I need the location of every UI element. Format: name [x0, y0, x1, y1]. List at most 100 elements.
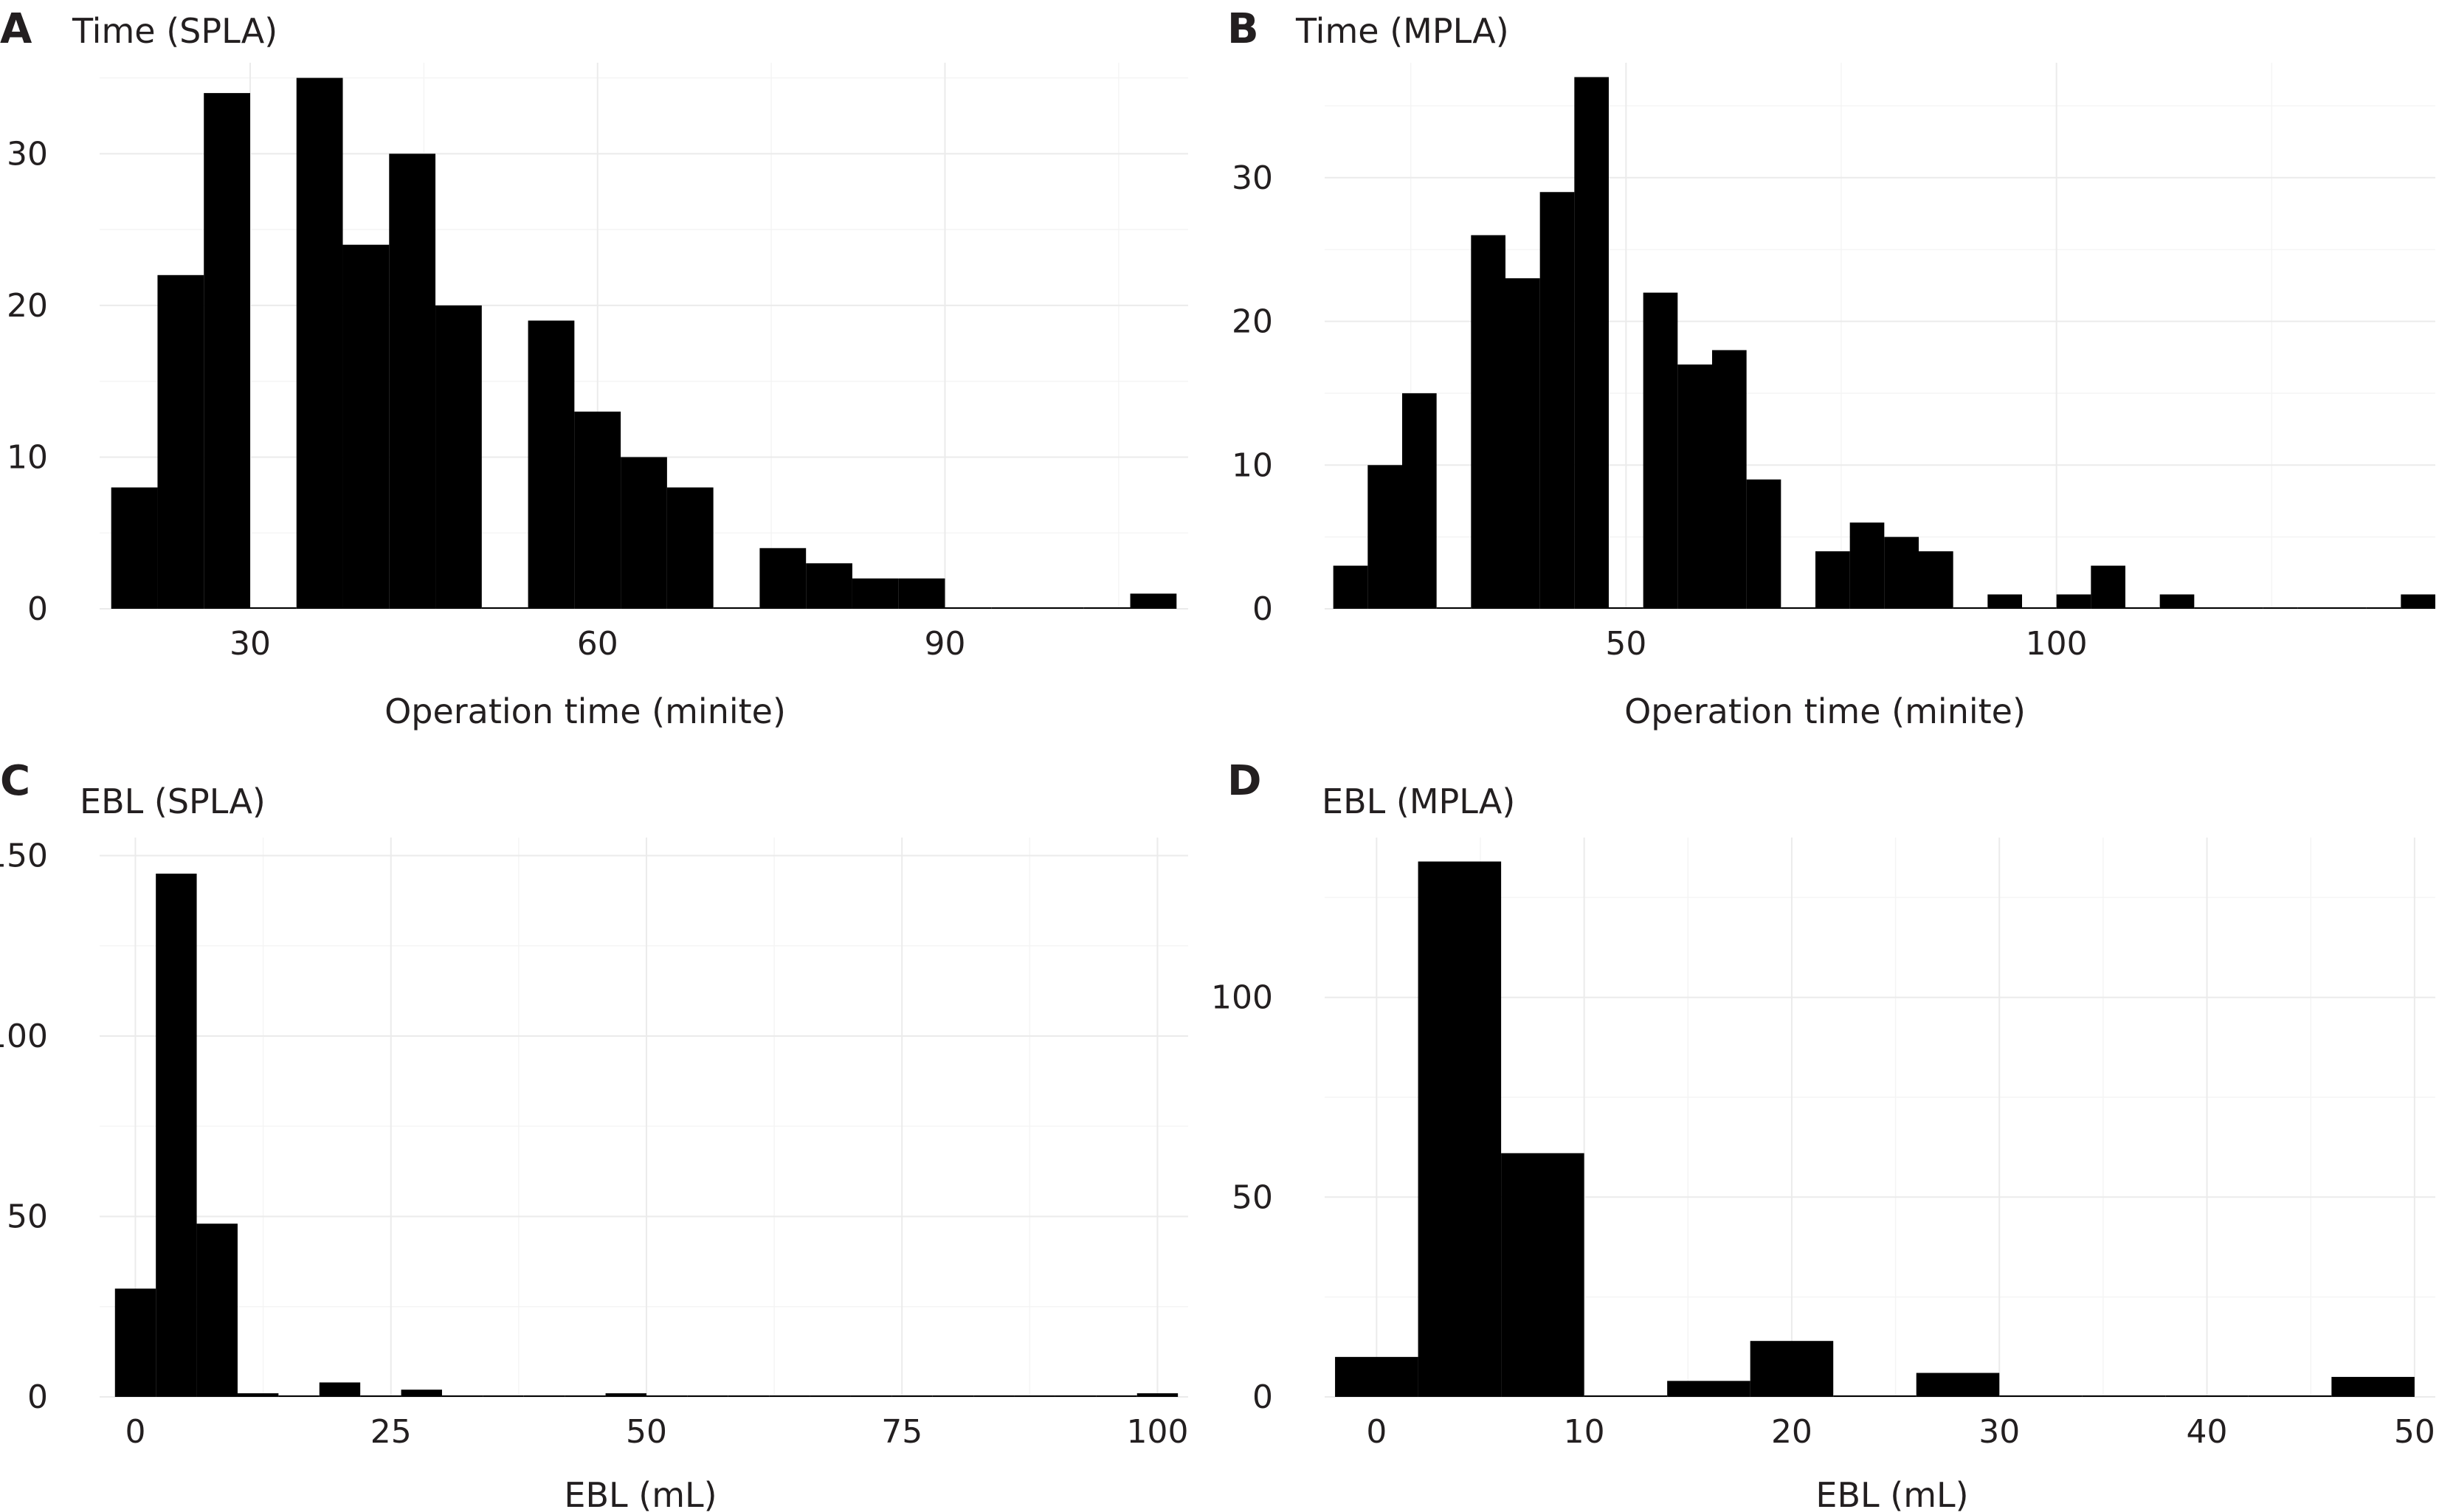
x-axis-title: Operation time (minite) — [1624, 691, 2026, 731]
histogram-bar — [1574, 77, 1609, 609]
histogram-bar — [1884, 536, 1919, 609]
histogram-bar — [319, 1382, 361, 1397]
histogram-bar-empty — [523, 1395, 565, 1397]
x-axis-title: EBL (mL) — [1815, 1475, 1968, 1512]
histogram-bar — [1539, 192, 1575, 609]
histogram-bar — [1643, 292, 1678, 609]
y-tick-label: 150 — [0, 837, 48, 874]
histogram-bar — [806, 563, 852, 609]
x-tick-label: 90 — [924, 625, 965, 663]
histogram-bar — [435, 305, 482, 609]
histogram-bar-empty — [2248, 1395, 2332, 1397]
histogram-bar-empty — [2194, 607, 2229, 609]
histogram-bar-empty — [945, 607, 992, 609]
y-tick-label: 30 — [1232, 159, 1273, 197]
histogram-bar-empty — [1014, 1395, 1055, 1397]
y-tick-label: 50 — [7, 1198, 48, 1235]
histogram-bar — [196, 1223, 238, 1397]
histogram-bar — [1335, 1356, 1418, 1397]
ticks-layer: 50 100 0 10 20 30 — [1232, 159, 2088, 663]
histogram-bar-empty — [932, 1395, 974, 1397]
histogram-bar-empty — [646, 1395, 688, 1397]
y-tick-label: 0 — [1252, 590, 1273, 628]
x-tick-label: 40 — [2187, 1413, 2228, 1451]
ticks-layer: 30 60 90 0 10 20 30 — [7, 135, 965, 663]
histogram-bar — [1750, 1341, 1834, 1397]
y-tick-label: 100 — [1211, 979, 1273, 1017]
panel-letter: C — [0, 757, 30, 805]
y-tick-label: 0 — [1252, 1378, 1273, 1416]
histogram-bar-empty — [810, 1395, 851, 1397]
x-tick-label: 100 — [2026, 625, 2088, 663]
panel-d: D EBL (MPLA) 0 10 20 30 40 50 0 50 100 EBL (mL) — [1211, 757, 2435, 1512]
histogram-bar — [1501, 1153, 1584, 1397]
histogram-bar — [111, 487, 158, 609]
histogram-bar — [1667, 1381, 1750, 1397]
panel-b: B Time (MPLA) 50 100 0 10 20 30 Operation tim… — [1227, 5, 2435, 731]
histogram-bar — [1418, 861, 1502, 1397]
histogram-bar — [2159, 594, 2195, 609]
histogram-bar — [237, 1393, 279, 1397]
histogram-bar-empty — [1999, 1395, 2083, 1397]
histogram-bar — [156, 873, 197, 1397]
histogram-bar — [157, 275, 204, 609]
x-tick-label: 30 — [1979, 1413, 2020, 1451]
panel-c: C EBL (SPLA) 0 25 50 75 100 0 50 100 150 EBL (mL… — [0, 757, 1188, 1512]
histogram-bar — [1333, 565, 1368, 609]
histogram-bar — [852, 578, 899, 609]
histogram-bar-empty — [278, 1395, 320, 1397]
histogram-bar-empty — [2263, 607, 2298, 609]
grid-layer — [100, 838, 1188, 1398]
histogram-bar-empty — [2366, 607, 2401, 609]
histogram-bar-empty — [1096, 1395, 1137, 1397]
panel-title: EBL (MPLA) — [1322, 781, 1515, 821]
x-tick-label: 100 — [1126, 1413, 1188, 1451]
bars-layer — [1335, 861, 2415, 1397]
panel-letter: B — [1227, 5, 1259, 53]
histogram-bar-empty — [769, 1395, 810, 1397]
panel-letter: A — [0, 5, 32, 53]
ticks-layer: 0 10 20 30 40 50 0 50 100 — [1211, 979, 2435, 1451]
histogram-bar — [1916, 1373, 2000, 1397]
x-tick-label: 50 — [2394, 1413, 2435, 1451]
histogram-bar-empty — [1609, 607, 1643, 609]
x-tick-label: 50 — [1605, 625, 1646, 663]
histogram-bar — [401, 1390, 442, 1397]
histogram-bar — [1919, 551, 1953, 609]
histogram-bar-empty — [2125, 607, 2160, 609]
histogram-bar — [1849, 522, 1885, 609]
x-tick-label: 10 — [1564, 1413, 1605, 1451]
histogram-bar-empty — [2165, 1395, 2249, 1397]
histogram-bar-empty — [1055, 1395, 1097, 1397]
y-tick-label: 0 — [27, 590, 48, 628]
histogram-bar-empty — [483, 1395, 524, 1397]
y-tick-label: 20 — [1232, 303, 1273, 341]
histogram-bar — [1746, 479, 1781, 609]
x-tick-label: 0 — [125, 1413, 145, 1451]
ticks-layer: 0 25 50 75 100 0 50 100 150 — [0, 837, 1188, 1451]
histogram-bar-empty — [1833, 1395, 1917, 1397]
histogram-bar — [2401, 594, 2435, 609]
histogram-bar-empty — [1038, 607, 1084, 609]
y-tick-label: 30 — [7, 135, 48, 173]
histogram-bar-empty — [249, 607, 297, 609]
histogram-bar-empty — [687, 1395, 728, 1397]
x-tick-label: 30 — [230, 625, 271, 663]
histogram-bar-empty — [850, 1395, 892, 1397]
bars-layer — [1333, 77, 2435, 609]
histogram-bar-empty — [2022, 607, 2057, 609]
histogram-bar — [2091, 565, 2125, 609]
histogram-bar — [2331, 1376, 2415, 1397]
x-axis-title: EBL (mL) — [564, 1475, 717, 1512]
histogram-bar — [528, 320, 575, 609]
histogram-bar-empty — [1436, 607, 1472, 609]
y-tick-label: 0 — [27, 1378, 48, 1416]
histogram-bar-empty — [441, 1395, 483, 1397]
histogram-bar-empty — [973, 1395, 1015, 1397]
y-tick-label: 50 — [1232, 1178, 1273, 1216]
histogram-bar — [1130, 593, 1177, 609]
histogram-bar — [1677, 364, 1712, 609]
histogram-bar — [759, 548, 807, 609]
histogram-bar — [1471, 235, 1505, 609]
